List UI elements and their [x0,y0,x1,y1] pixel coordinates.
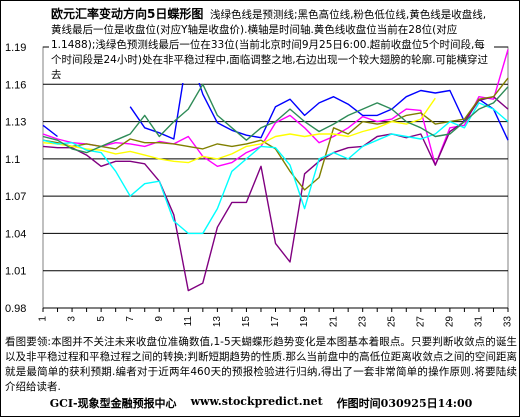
x-tick-label: 3 [67,316,78,322]
series-line-6 [42,102,509,235]
x-tick-label: 33 [503,316,514,328]
chart-title-box: 欧元汇率变动方向5日蝶形图 浅绿色线是预测线;黑色高位线,粉色低位线,黄色线是收… [49,7,494,83]
y-tick-label: 1.13 [5,117,26,129]
plot-area [42,46,509,309]
x-tick-label: 27 [415,316,426,328]
series-line-7 [42,83,509,154]
x-tick-label: 29 [445,316,456,328]
footer-note: 看图要领:本图并不关注未来收盘位准确数值,1-5天蝴蝶形趋势变化是本图基本着眼点… [5,336,517,393]
series-line-4 [42,77,509,191]
x-tick-label: 25 [386,316,397,328]
x-tick-label: 19 [299,316,310,328]
x-tick-label: 11 [183,316,194,327]
x-tick-label: 9 [154,316,165,322]
series-line-2 [42,49,509,167]
series-line-5 [42,97,436,164]
brand-name: GCI-现象型金融预报中心 [49,397,177,410]
x-tick-label: 5 [96,316,107,322]
series-line-3 [42,96,509,292]
y-tick-label: 1.01 [5,266,26,278]
x-tick-label: 17 [270,316,281,328]
x-tick-label: 13 [212,316,223,328]
y-tick-label: 1.16 [5,79,26,91]
website-url[interactable]: www.stockpredict.net [190,395,323,408]
chart-title: 欧元汇率变动方向5日蝶形图 [51,7,204,21]
y-tick-label: 1.1 [5,154,20,166]
x-tick-label: 7 [125,316,136,322]
y-tick-label: 1.07 [5,191,26,203]
x-tick-label: 23 [357,316,368,328]
y-tick-label: 1.04 [5,228,26,240]
x-tick-label: 21 [328,316,339,328]
footer-credit-line: GCI-现象型金融预报中心 www.stockpredict.net 作图时间0… [5,395,517,411]
y-tick-label: 0.98 [5,303,26,315]
y-tick-label: 1.19 [5,42,26,54]
x-tick-label: 31 [474,316,485,328]
x-tick-label: 15 [241,316,252,328]
chart-description: 浅绿色线是预测线;黑色高位线,粉色低位线,黄色线是收盘线,黄线最后一位是收盘位(… [51,9,488,81]
x-tick-label: 1 [38,316,49,322]
chart-timestamp: 作图时间030925日14:00 [336,397,473,410]
